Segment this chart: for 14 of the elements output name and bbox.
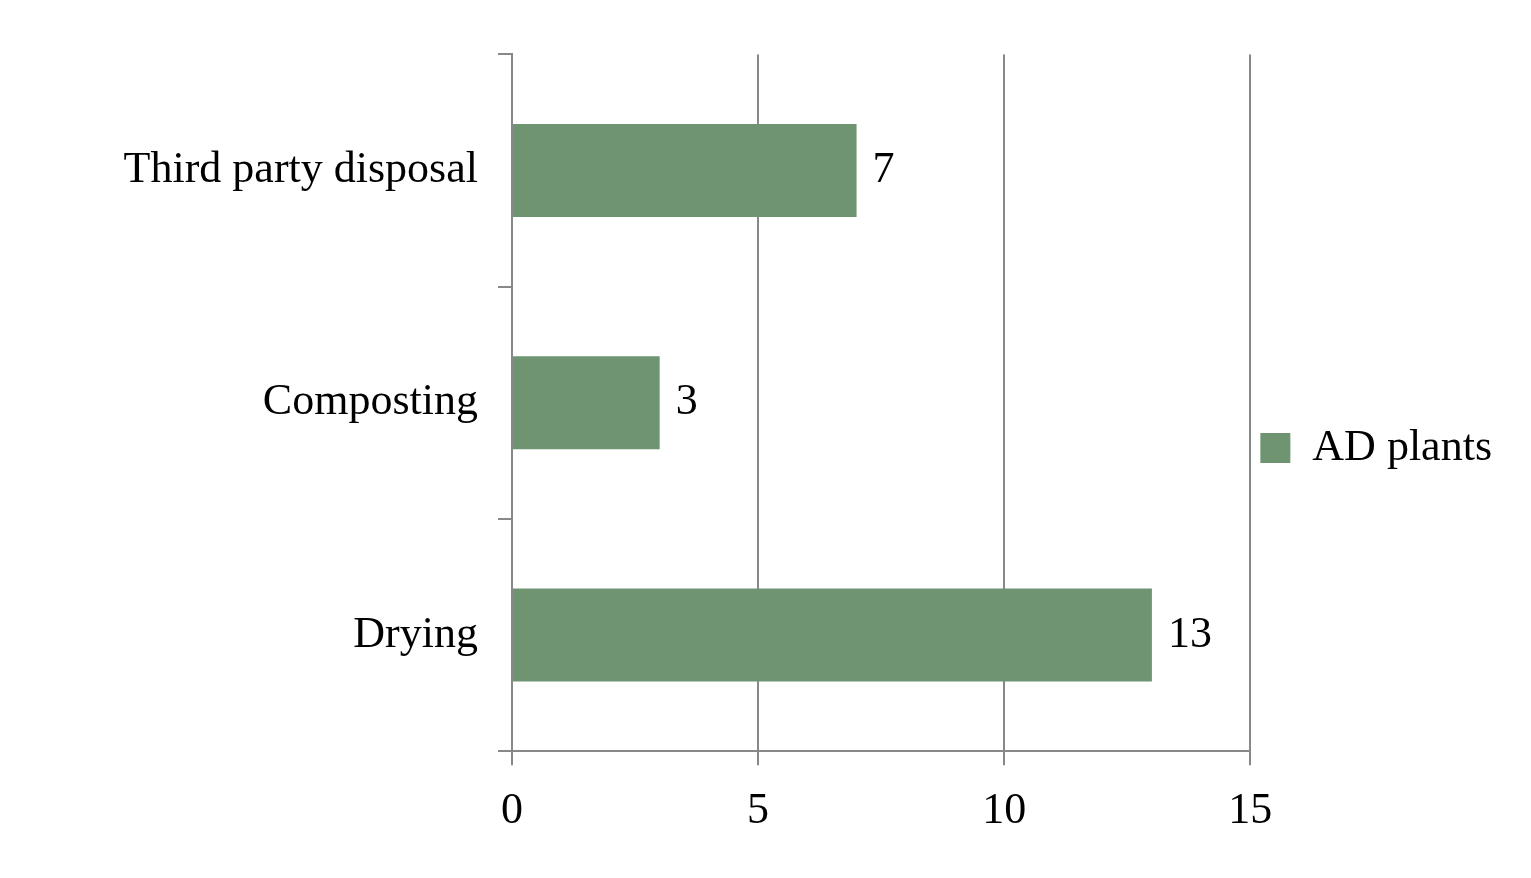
y-tick-label: Composting	[262, 375, 478, 425]
data-label: 3	[675, 375, 698, 425]
bar	[513, 356, 660, 450]
y-tick-label: Drying	[353, 607, 478, 657]
bar	[513, 588, 1152, 682]
x-tick-label: 15	[1228, 784, 1273, 834]
data-label: 13	[1167, 607, 1212, 657]
x-tick-label: 10	[982, 784, 1027, 834]
x-tick-label: 0	[501, 784, 523, 834]
x-tick-label: 5	[747, 784, 770, 834]
bar	[513, 124, 857, 217]
data-label: 7	[872, 143, 895, 193]
y-tick-label: Third party disposal	[123, 143, 478, 193]
legend-label: AD plants	[1312, 420, 1492, 470]
